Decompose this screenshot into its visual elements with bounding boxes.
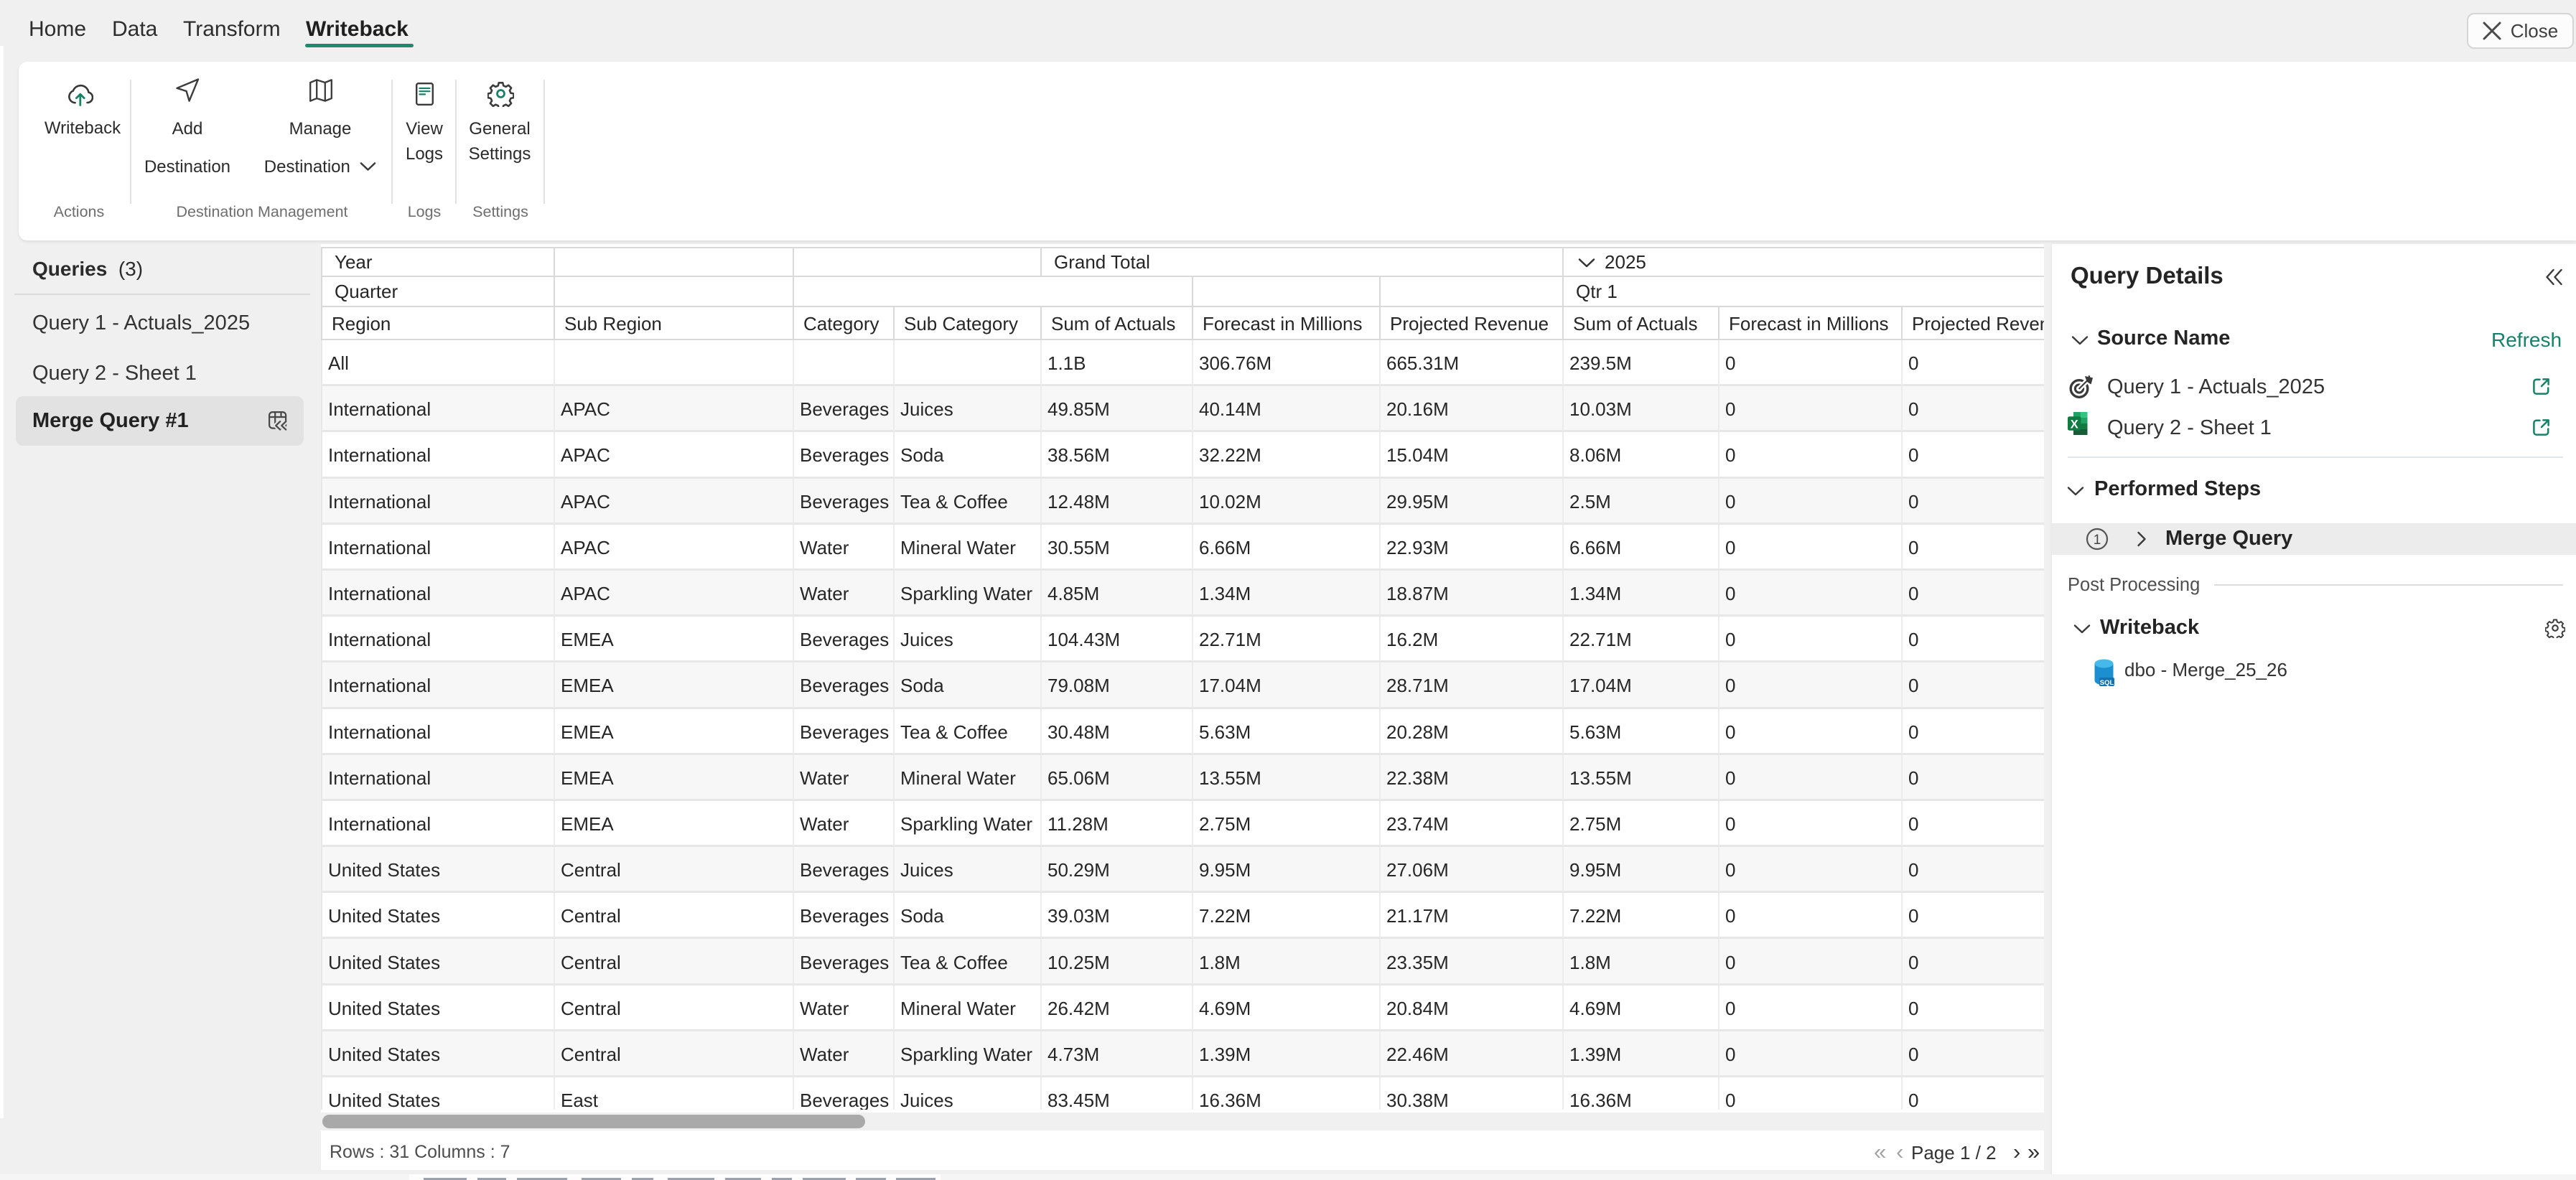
svg-text:SQL: SQL <box>2100 679 2114 687</box>
svg-text:1: 1 <box>2094 533 2101 548</box>
svg-text:X: X <box>2071 418 2078 431</box>
